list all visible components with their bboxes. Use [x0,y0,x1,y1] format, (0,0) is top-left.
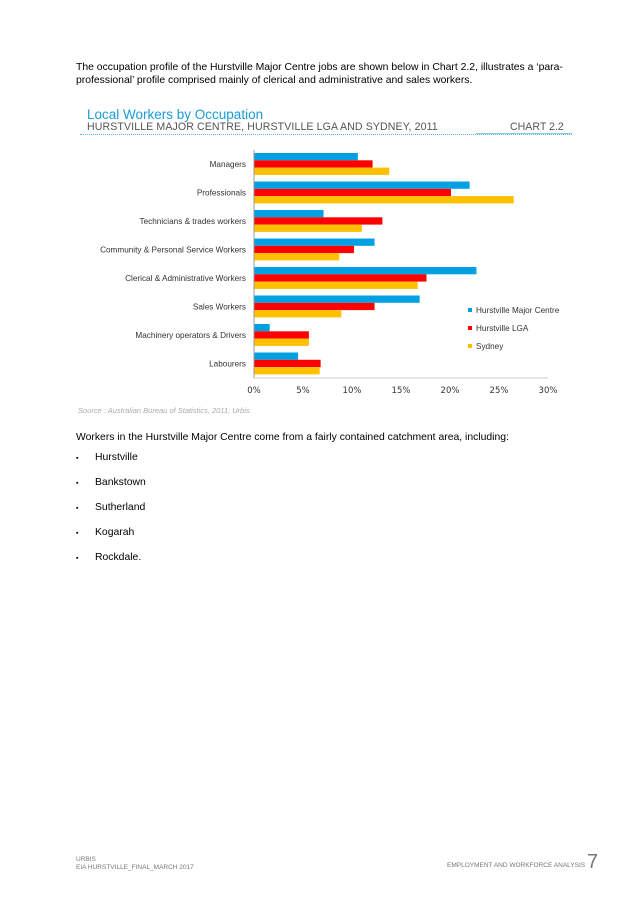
bar-hurstville-lga [254,331,309,339]
category-label: Clerical & Administrative Workers [125,274,246,283]
chart-header-rule [80,134,572,135]
list-item: ▪ Sutherland [76,502,146,527]
legend-swatch [468,344,472,348]
bullet-icon: ▪ [76,505,79,512]
bar-sydney [254,196,514,204]
bar-hurstville-major-centre [254,238,375,246]
bar-sydney [254,310,342,318]
bar-sydney [254,367,320,375]
bar-hurstville-lga [254,245,354,254]
bar-hurstville-lga [254,188,451,197]
bullet-icon: ▪ [76,530,79,537]
legend-label: Hurstville Major Centre [476,306,560,315]
list-item-label: Kogarah [95,527,135,538]
x-tick-label: 10% [343,386,362,396]
x-tick-label: 25% [490,386,509,396]
category-label: Technicians & trades workers [140,217,246,226]
bar-hurstville-major-centre [254,324,270,332]
intro-paragraph: The occupation profile of the Hurstville… [76,62,563,86]
bar-sydney [254,338,309,346]
catchment-intro: Workers in the Hurstville Major Centre c… [76,432,509,443]
category-label: Community & Personal Service Workers [100,245,246,254]
chart-source: Source : Australian Bureau of Statistics… [78,406,250,415]
page-number: 7 [587,851,599,873]
bar-hurstville-lga [254,274,427,282]
category-label: Labourers [209,359,246,368]
legend-label: Hurstville LGA [476,324,529,333]
bullet-icon: ▪ [76,555,79,562]
bar-hurstville-lga [254,359,321,368]
list-item-label: Hurstville [95,452,138,463]
category-label: Sales Workers [193,302,246,311]
bar-hurstville-lga [254,302,375,311]
bar-sydney [254,224,362,232]
x-tick-label: 0% [247,386,261,396]
category-label: Machinery operators & Drivers [135,331,246,340]
footer-section: EMPLOYMENT AND WORKFORCE ANALYSIS [447,862,586,869]
legend-swatch [468,308,472,312]
bar-hurstville-major-centre [254,295,420,303]
bar-hurstville-major-centre [254,153,358,161]
legend-label: Sydney [476,342,504,351]
legend-swatch [468,326,472,330]
bullet-icon: ▪ [76,480,79,487]
footer-company: URBIS [76,856,96,863]
footer-doc: EIA HURSTVILLE_FINAL_MARCH 2017 [76,864,194,871]
bar-hurstville-lga [254,217,383,225]
bar-hurstville-major-centre [254,267,477,275]
category-label: Managers [210,160,246,169]
footer-left: URBIS EIA HURSTVILLE_FINAL_MARCH 2017 [76,856,194,872]
category-label: Professionals [197,188,246,197]
catchment-list: ▪ Hurstville ▪ Bankstown ▪ Sutherland ▪ Koga… [76,452,146,577]
bar-hurstville-major-centre [254,181,470,189]
list-item-label: Bankstown [95,477,146,488]
list-item-label: Sutherland [95,502,146,513]
x-tick-label: 15% [392,386,411,396]
x-tick-label: 20% [441,386,460,396]
list-item: ▪ Hurstville [76,452,146,477]
chart-header-rule-accent [476,133,572,134]
list-item: ▪ Kogarah [76,527,146,552]
bar-hurstville-major-centre [254,352,299,360]
chart-title: Local Workers by Occupation [87,107,264,122]
bar-hurstville-major-centre [254,210,324,218]
bar-hurstville-lga [254,160,373,168]
list-item-label: Rockdale. [95,552,142,563]
bullet-icon: ▪ [76,455,79,462]
list-item: ▪ Bankstown [76,477,146,502]
list-item: ▪ Rockdale. [76,552,146,577]
bar-sydney [254,281,418,289]
bar-sydney [254,167,390,175]
x-tick-label: 5% [296,386,310,396]
x-tick-label: 30% [539,386,558,396]
occupation-bar-chart: Managers Professionals Technicians & trade… [100,150,560,396]
chart-number: CHART 2.2 [510,121,564,133]
chart-subtitle: HURSTVILLE MAJOR CENTRE, HURSTVILLE LGA … [87,121,438,133]
bar-sydney [254,253,340,261]
